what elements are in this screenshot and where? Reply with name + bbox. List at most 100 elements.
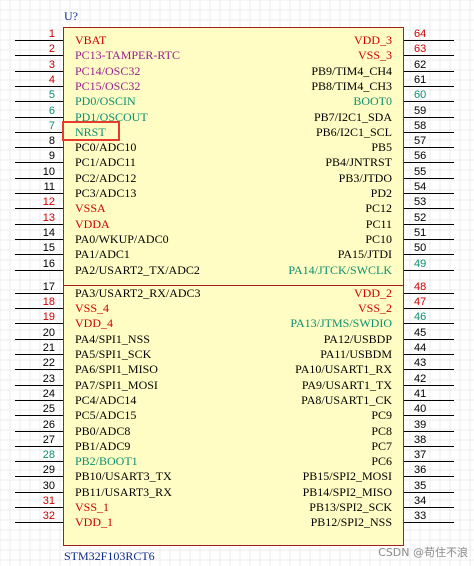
pin-number: 37: [414, 449, 427, 462]
pin-line: [404, 323, 454, 325]
pin-label: VDDA: [75, 216, 110, 231]
pin-label: PC11: [365, 216, 392, 231]
pin-line: [15, 369, 63, 371]
pin-number: 55: [414, 165, 427, 178]
pin-number: 64: [414, 28, 427, 40]
pin-number: 36: [414, 464, 427, 477]
chip-body[interactable]: [63, 27, 404, 546]
pin-label: VDD_3: [354, 33, 392, 47]
pin-line: [15, 522, 63, 524]
pin-line: [15, 131, 63, 133]
pin-number: 42: [414, 372, 427, 385]
pin-number: 61: [414, 73, 427, 86]
pin-number: 11: [43, 181, 55, 193]
pin-label: PC1/ADC11: [75, 155, 136, 170]
pin-label: VSS_3: [357, 48, 392, 63]
pin-label: PA4/SPI1_NSS: [75, 331, 150, 346]
pin-number: 53: [414, 196, 427, 209]
pin-label: PA5/SPI1_SCK: [75, 347, 152, 361]
pin-line: [404, 369, 454, 371]
pin-line: [404, 177, 454, 179]
pin-line: [404, 55, 454, 57]
pin-number: 22: [42, 357, 55, 370]
pin-label: PB2/BOOT1: [75, 454, 138, 469]
pin-number: 18: [42, 296, 55, 309]
pin-number: 14: [42, 226, 55, 239]
pin-line: [15, 415, 63, 417]
pin-label: PA9/USART1_TX: [301, 377, 392, 392]
pin-number: 27: [42, 433, 55, 446]
pin-number: 26: [42, 418, 55, 431]
pin-number: 59: [414, 104, 427, 117]
pin-label: PB5: [371, 140, 392, 155]
pin-line: [404, 354, 454, 355]
pin-line: [404, 70, 454, 72]
pin-label: VBAT: [75, 33, 107, 47]
pin-line: [15, 461, 63, 463]
pin-label: VDD_4: [75, 316, 113, 331]
pin-label: PC4/ADC14: [75, 392, 137, 407]
pin-line: [15, 354, 63, 355]
pin-label: BOOT0: [353, 94, 392, 109]
pin-line: [15, 85, 63, 87]
pin-label: PA2/USART2_TX/ADC2: [75, 262, 200, 277]
pin-line: [15, 254, 63, 256]
pin-line: [15, 70, 63, 72]
pin-label: PB0/ADC8: [75, 423, 131, 438]
pin-label: PA6/SPI1_MISO: [75, 362, 158, 377]
pin-number: 3: [48, 58, 55, 71]
pin-line: [15, 507, 63, 508]
pin-label: VSS_2: [357, 301, 392, 316]
pin-label: PA8/USART1_CK: [301, 392, 392, 407]
pin-number: 8: [48, 135, 55, 148]
pin-number: 20: [42, 326, 55, 339]
pin-label: PC10: [365, 231, 392, 246]
pin-number: 39: [414, 418, 427, 431]
pin-number: 24: [42, 387, 55, 400]
pin-number: 43: [414, 357, 427, 370]
body-divider: [64, 285, 403, 286]
pin-label: PB1/ADC9: [75, 438, 131, 453]
pin-line: [15, 101, 63, 103]
pin-line: [15, 193, 63, 194]
pin-number: 52: [414, 211, 427, 224]
pin-number: 29: [42, 464, 55, 477]
pin-number: 1: [48, 28, 55, 40]
pin-label: PC15/OSC32: [75, 78, 141, 93]
pin-line: [404, 308, 454, 310]
pin-line: [404, 338, 454, 340]
pin-number: 4: [48, 73, 55, 86]
pin-line: [404, 131, 454, 133]
pin-line: [404, 223, 454, 225]
pin-line: [404, 476, 454, 478]
pin-label: PD2: [370, 186, 392, 200]
pin-label: PC14/OSC32: [75, 63, 141, 78]
pin-number: 50: [414, 242, 427, 255]
pin-label: VSSA: [75, 201, 106, 216]
pin-label: PD0/OSCIN: [75, 94, 136, 109]
pin-line: [404, 208, 454, 210]
pin-number: 10: [42, 165, 55, 178]
pin-line: [404, 461, 454, 463]
pin-line: [404, 292, 454, 294]
pin-number: 58: [414, 119, 427, 132]
pin-label: PB3/JTDO: [338, 170, 392, 185]
pin-label: PC8: [371, 423, 392, 438]
pin-number: 49: [414, 257, 427, 270]
pin-line: [404, 399, 454, 401]
pin-label: PA3/USART2_RX/ADC3: [75, 285, 201, 300]
pin-label: PB13/SPI2_SCK: [309, 500, 392, 514]
pin-line: [15, 430, 63, 432]
pin-line: [15, 384, 63, 386]
pin-line: [15, 40, 63, 41]
pin-number: 54: [414, 181, 427, 193]
pin-number: 60: [414, 89, 427, 102]
pin-number: 62: [414, 58, 427, 71]
pin-label: PC12: [365, 201, 392, 216]
pin-label: PB4/JNTRST: [325, 155, 392, 170]
pin-line: [404, 522, 454, 524]
pin-line: [404, 254, 454, 256]
watermark: CSDN @苟住不浪: [378, 546, 468, 559]
pin-line: [15, 399, 63, 401]
pin-label: PC6: [371, 454, 392, 469]
